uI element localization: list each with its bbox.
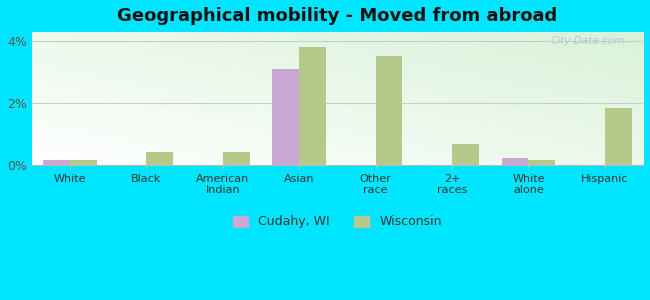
Bar	[605, 107, 632, 164]
Bar	[528, 160, 555, 164]
Bar	[146, 152, 173, 164]
Legend: Cudahy, WI, Wisconsin: Cudahy, WI, Wisconsin	[228, 211, 447, 233]
Title: Geographical mobility - Moved from abroad: Geographical mobility - Moved from abroa…	[117, 7, 558, 25]
Bar	[376, 56, 402, 164]
Bar	[223, 152, 250, 164]
Bar	[70, 160, 97, 164]
Bar	[44, 160, 70, 164]
Bar	[502, 158, 528, 164]
Text: City-Data.com: City-Data.com	[551, 36, 625, 46]
Bar	[299, 47, 326, 164]
Bar	[272, 69, 299, 164]
Bar	[452, 145, 479, 164]
